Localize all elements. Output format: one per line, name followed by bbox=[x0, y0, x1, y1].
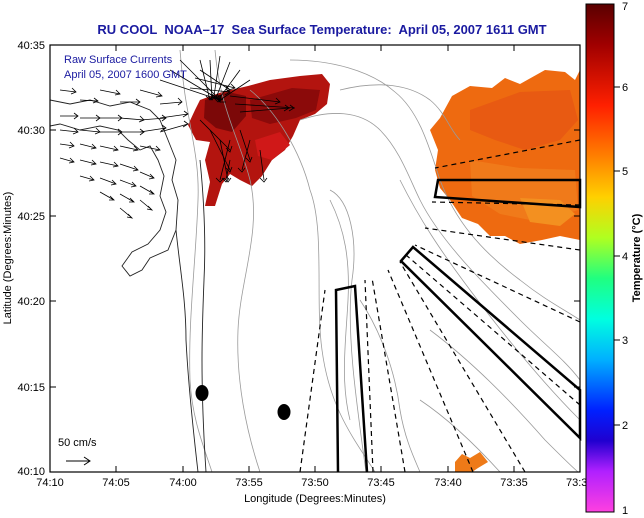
x-axis-label: Longitude (Degrees:Minutes) bbox=[244, 493, 386, 505]
y-axis-label: Latitude (Degrees:Minutes) bbox=[2, 192, 14, 325]
colorbar-tick-label: 2 bbox=[622, 420, 628, 432]
temperature-colorbar: 7 6 5 4 3 2 1 Temperature (°C) bbox=[585, 1, 643, 517]
x-axis: 74:10 74:05 74:00 73:55 73:50 73:45 73:4… bbox=[36, 45, 587, 505]
map-title: RU COOL NOAA–17 Sea Surface Temperature:… bbox=[97, 22, 547, 37]
colorbar-tick-label: 7 bbox=[622, 1, 628, 13]
sst-patch-hot bbox=[188, 74, 330, 206]
survey-box-south bbox=[334, 284, 369, 473]
colorbar-label: Temperature (°C) bbox=[631, 213, 643, 302]
x-tick-label: 74:10 bbox=[36, 477, 64, 489]
legend-currents-label: Raw Surface Currents bbox=[64, 54, 173, 66]
x-tick-label: 73:40 bbox=[434, 477, 462, 489]
scale-label: 50 cm/s bbox=[58, 437, 97, 449]
y-tick-label: 40:30 bbox=[17, 125, 45, 137]
plot-area: Raw Surface Currents April 05, 2007 1600… bbox=[49, 44, 582, 473]
coastline bbox=[49, 99, 207, 473]
station-marker bbox=[277, 404, 291, 420]
scale-arrow: 50 cm/s bbox=[58, 437, 97, 466]
colorbar-tick-label: 1 bbox=[622, 505, 628, 517]
y-tick-label: 40:15 bbox=[17, 382, 45, 394]
y-tick-label: 40:10 bbox=[17, 466, 45, 478]
x-tick-label: 73:35 bbox=[500, 477, 528, 489]
colorbar-tick-label: 3 bbox=[622, 335, 628, 347]
current-vectors bbox=[59, 55, 296, 219]
x-tick-label: 74:00 bbox=[169, 477, 197, 489]
colorbar-tick-label: 5 bbox=[622, 166, 628, 178]
y-tick-label: 40:25 bbox=[17, 211, 45, 223]
colorbar-tick-label: 6 bbox=[622, 82, 628, 94]
colorbar-tick-label: 4 bbox=[622, 251, 628, 263]
station-marker bbox=[195, 385, 209, 401]
y-tick-label: 40:20 bbox=[17, 296, 45, 308]
y-tick-label: 40:35 bbox=[17, 40, 45, 52]
y-axis: 40:35 40:30 40:25 40:20 40:15 40:10 Lati… bbox=[2, 40, 580, 478]
dashed-survey-lines bbox=[299, 139, 581, 473]
x-tick-label: 73:3 bbox=[566, 477, 587, 489]
x-tick-label: 73:45 bbox=[367, 477, 395, 489]
sst-patch-warm bbox=[430, 70, 580, 472]
x-tick-label: 73:55 bbox=[235, 477, 263, 489]
x-tick-label: 73:50 bbox=[301, 477, 329, 489]
x-tick-label: 74:05 bbox=[102, 477, 130, 489]
legend-currents-date: April 05, 2007 1600 GMT bbox=[64, 69, 187, 81]
